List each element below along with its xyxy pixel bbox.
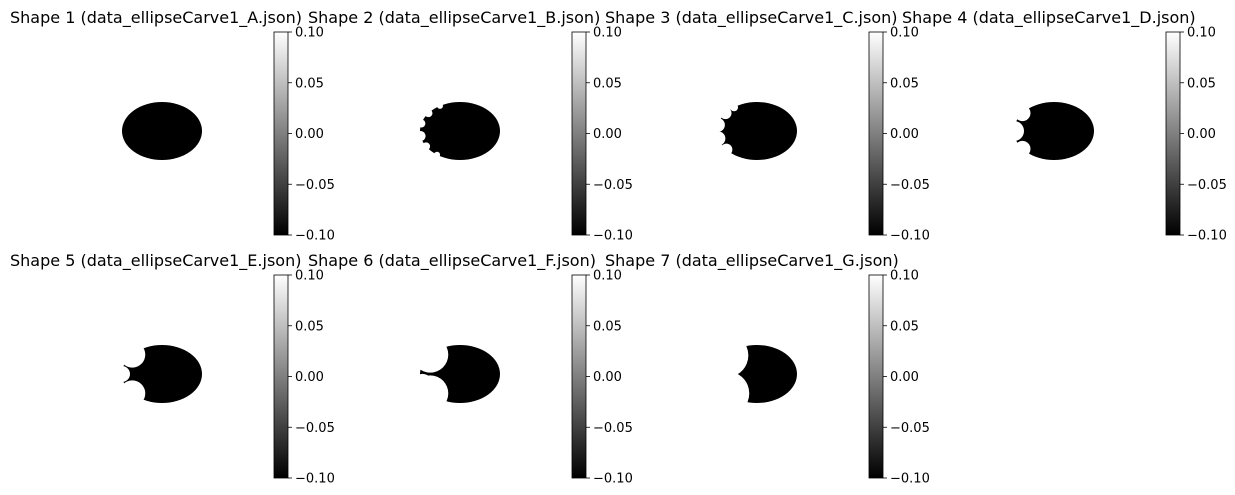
- colorbar-tick-label: 0.00: [890, 370, 919, 385]
- panel-title: Shape 3 (data_ellipseCarve1_C.json): [605, 8, 898, 28]
- colorbar-tick-label: 0.10: [593, 26, 622, 41]
- colorbar-tick-label: −0.05: [295, 178, 335, 193]
- colorbar: 0.10 0.05 0.00 −0.05 −0.10: [868, 26, 930, 244]
- colorbar-tick-label: −0.10: [890, 229, 930, 244]
- colorbar-tick-label: 0.00: [1187, 127, 1216, 142]
- colorbar-tick-label: −0.10: [593, 472, 633, 487]
- colorbar-tick-label: 0.10: [1187, 26, 1216, 41]
- colorbar-tick-label: 0.10: [295, 26, 324, 41]
- colorbar: 0.10 0.05 0.00 −0.05 −0.10: [273, 26, 335, 244]
- carved-ellipse-shape: [122, 102, 202, 160]
- panel-6: Shape 6 (data_ellipseCarve1_F.json)0.100…: [308, 251, 633, 487]
- colorbar-tick-label: 0.05: [890, 76, 919, 91]
- colorbar-tick-label: 0.00: [593, 127, 622, 142]
- panel-4: Shape 4 (data_ellipseCarve1_D.json)0.100…: [902, 8, 1227, 244]
- panel-title: Shape 7 (data_ellipseCarve1_G.json): [605, 251, 899, 271]
- colorbar-tick-label: 0.05: [295, 76, 324, 91]
- colorbar-tick-label: −0.05: [890, 421, 930, 436]
- colorbar-tick-label: 0.05: [890, 319, 919, 334]
- panel-title: Shape 4 (data_ellipseCarve1_D.json): [902, 8, 1196, 28]
- colorbar-tick-label: 0.00: [593, 370, 622, 385]
- colorbar: 0.10 0.05 0.00 −0.05 −0.10: [1165, 26, 1227, 244]
- colorbar-gradient: [273, 274, 289, 479]
- panel-3: Shape 3 (data_ellipseCarve1_C.json)0.100…: [605, 8, 930, 244]
- colorbar-gradient: [571, 274, 587, 479]
- colorbar-gradient: [273, 31, 289, 236]
- colorbar-tick-label: 0.10: [890, 269, 919, 284]
- colorbar-tick-label: 0.00: [295, 127, 324, 142]
- colorbar-tick-label: 0.00: [295, 370, 324, 385]
- panel-title: Shape 6 (data_ellipseCarve1_F.json): [308, 251, 596, 271]
- colorbar-tick-label: −0.05: [890, 178, 930, 193]
- colorbar: 0.10 0.05 0.00 −0.05 −0.10: [868, 269, 930, 487]
- carved-ellipse-shape: [420, 102, 500, 160]
- colorbar-tick-label: −0.05: [295, 421, 335, 436]
- panel-1: Shape 1 (data_ellipseCarve1_A.json)0.100…: [10, 8, 335, 244]
- colorbar-tick-label: 0.05: [1187, 76, 1216, 91]
- colorbar: 0.10 0.05 0.00 −0.05 −0.10: [571, 269, 633, 487]
- colorbar-tick-label: 0.10: [295, 269, 324, 284]
- carved-ellipse-shape: [420, 345, 500, 403]
- panel-title: Shape 2 (data_ellipseCarve1_B.json): [308, 8, 600, 28]
- colorbar-tick-label: −0.10: [593, 229, 633, 244]
- colorbar: 0.10 0.05 0.00 −0.05 −0.10: [571, 26, 633, 244]
- panel-title: Shape 5 (data_ellipseCarve1_E.json): [10, 251, 301, 271]
- carved-ellipse-shape: [1014, 102, 1094, 160]
- colorbar-tick-label: −0.10: [295, 229, 335, 244]
- colorbar-tick-label: −0.10: [295, 472, 335, 487]
- colorbar-tick-label: 0.05: [593, 319, 622, 334]
- colorbar-gradient: [1165, 31, 1181, 236]
- colorbar-gradient: [868, 31, 884, 236]
- colorbar-tick-label: 0.00: [890, 127, 919, 142]
- carved-ellipse-shape: [717, 345, 797, 403]
- colorbar-tick-label: −0.05: [593, 178, 633, 193]
- colorbar-tick-label: −0.05: [593, 421, 633, 436]
- carved-ellipse-shape: [122, 345, 202, 403]
- colorbar-gradient: [868, 274, 884, 479]
- panel-7: Shape 7 (data_ellipseCarve1_G.json)0.100…: [605, 251, 930, 487]
- panel-2: Shape 2 (data_ellipseCarve1_B.json)0.100…: [308, 8, 633, 244]
- panel-5: Shape 5 (data_ellipseCarve1_E.json)0.100…: [10, 251, 335, 487]
- colorbar-tick-label: −0.05: [1187, 178, 1227, 193]
- panel-title: Shape 1 (data_ellipseCarve1_A.json): [10, 8, 302, 28]
- colorbar-gradient: [571, 31, 587, 236]
- colorbar-tick-label: 0.05: [295, 319, 324, 334]
- colorbar-tick-label: 0.10: [890, 26, 919, 41]
- carved-ellipse-shape: [717, 102, 797, 160]
- colorbar-tick-label: −0.10: [890, 472, 930, 487]
- colorbar: 0.10 0.05 0.00 −0.05 −0.10: [273, 269, 335, 487]
- colorbar-tick-label: −0.10: [1187, 229, 1227, 244]
- colorbar-tick-label: 0.10: [593, 269, 622, 284]
- colorbar-tick-label: 0.05: [593, 76, 622, 91]
